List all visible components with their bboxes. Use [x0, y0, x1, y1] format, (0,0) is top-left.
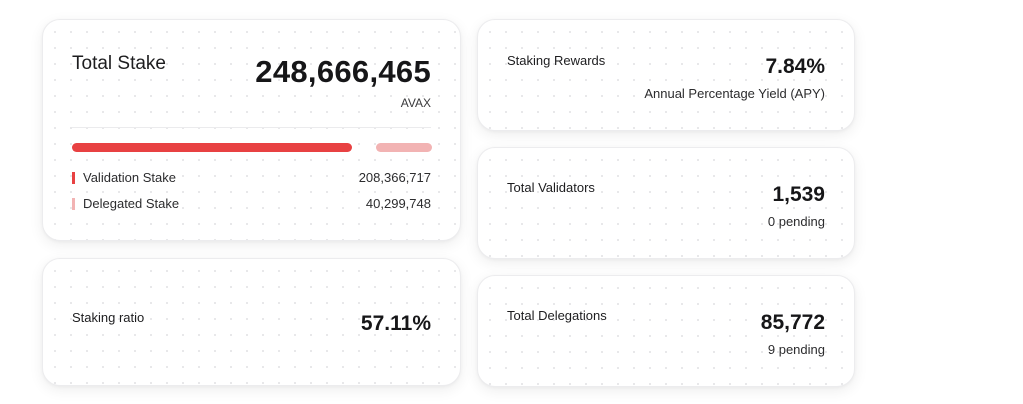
staking-ratio-value: 57.11%	[360, 312, 431, 335]
staking-rewards-card: Staking Rewards 7.84% Annual Percentage …	[477, 19, 855, 131]
total-stake-unit: AVAX	[400, 96, 431, 110]
total-stake-title: Total Stake	[72, 53, 166, 74]
total-delegations-pending: 9 pending	[767, 342, 825, 357]
total-delegations-value: 85,772	[760, 311, 825, 334]
delegated-stake-label: Delegated Stake	[83, 196, 180, 211]
total-stake-card: Total Stake 248,666,465 AVAX Validation …	[42, 19, 461, 241]
staking-rewards-label: Staking Rewards	[507, 53, 606, 68]
delegated-stake-bar	[376, 143, 432, 152]
total-delegations-card: Total Delegations 85,772 9 pending	[477, 275, 855, 387]
total-stake-value: 248,666,465	[255, 54, 431, 89]
total-validators-card: Total Validators 1,539 0 pending	[477, 147, 855, 259]
validation-stake-label: Validation Stake	[83, 170, 176, 185]
divider	[72, 127, 431, 128]
total-delegations-label: Total Delegations	[507, 308, 607, 323]
staking-rewards-value: 7.84%	[765, 55, 825, 78]
validation-stake-value: 208,366,717	[358, 170, 431, 185]
staking-ratio-card: Staking ratio 57.11%	[42, 258, 461, 386]
total-validators-label: Total Validators	[507, 180, 595, 195]
staking-ratio-label: Staking ratio	[72, 310, 145, 325]
delegated-stake-value: 40,299,748	[365, 196, 431, 211]
staking-rewards-subtitle: Annual Percentage Yield (APY)	[644, 86, 825, 101]
total-validators-value: 1,539	[772, 183, 825, 206]
delegated-stake-legend-marker	[72, 198, 75, 210]
total-validators-pending: 0 pending	[767, 214, 825, 229]
validation-stake-bar	[72, 143, 352, 152]
validation-stake-legend-marker	[72, 172, 75, 184]
